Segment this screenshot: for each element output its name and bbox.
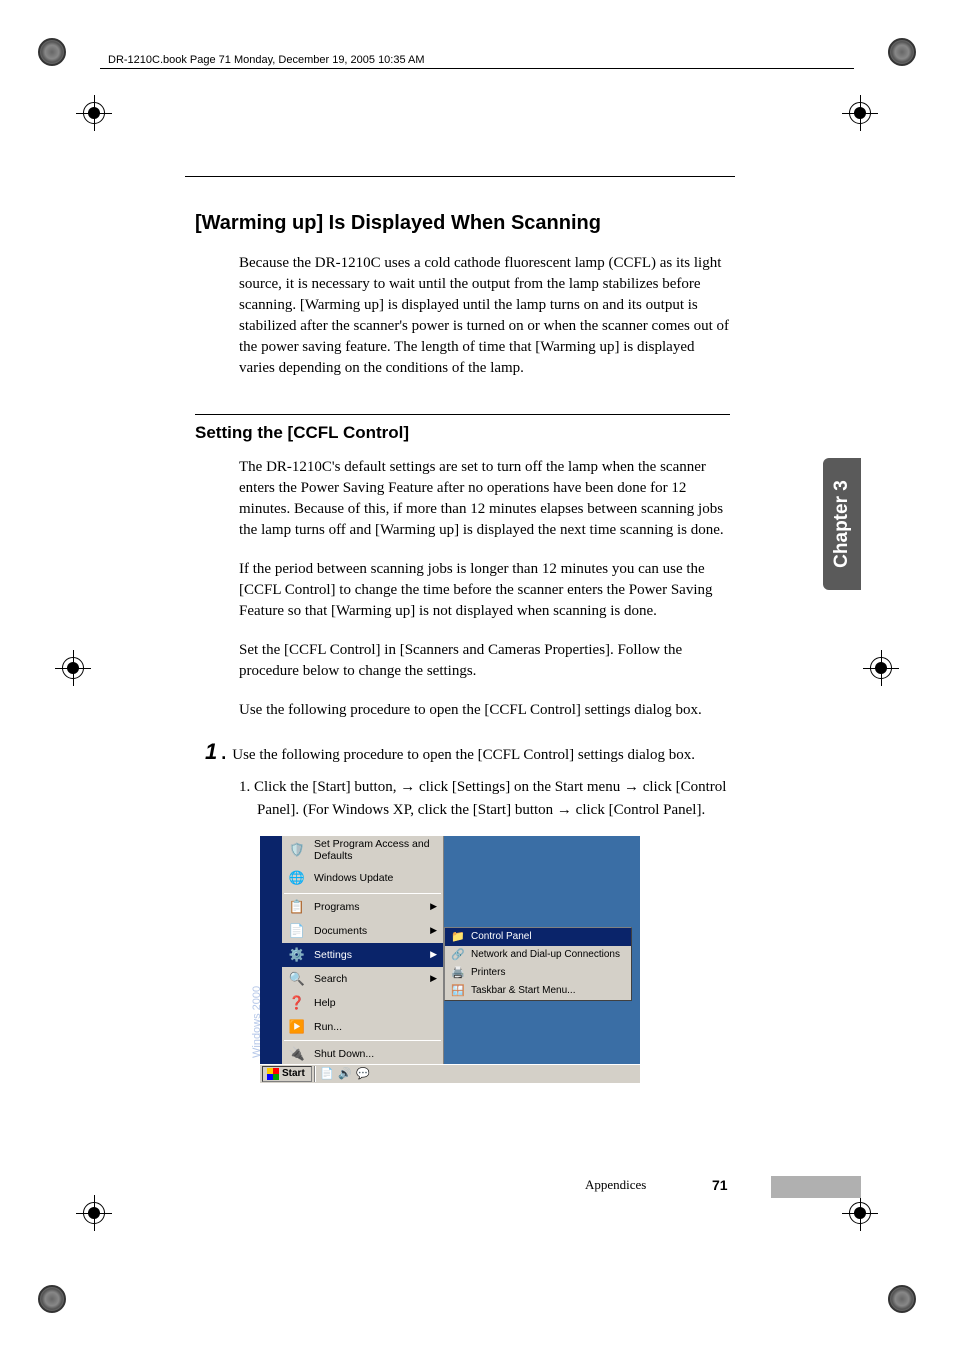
step-dot: . [221, 743, 226, 764]
submenu-item-label: Printers [471, 967, 505, 978]
substep-number: 1. [239, 779, 250, 795]
submenu-item[interactable]: 🔗 Network and Dial-up Connections [445, 946, 631, 964]
section-divider [195, 414, 730, 415]
submenu-item-icon: 🔗 [451, 948, 465, 962]
submenu-item-label: Taskbar & Start Menu... [471, 985, 576, 996]
crop-corner-tl [38, 38, 66, 66]
register-mark-bottom-left [76, 1195, 112, 1231]
section2-p2: If the period between scanning jobs is l… [239, 559, 730, 622]
start-menu-item[interactable]: 🛡️ Set Program Access and Defaults [282, 836, 443, 864]
section-title-ccfl: Setting the [CCFL Control] [195, 423, 730, 443]
menu-item-icon: 🔌 [288, 1045, 306, 1063]
header-divider [100, 68, 854, 69]
tray-icon[interactable]: 💬 [356, 1067, 370, 1081]
register-mark-top-right [842, 95, 878, 131]
submenu-item-icon: 🪟 [451, 984, 465, 998]
submenu-item-icon: 📁 [451, 930, 465, 944]
start-menu-item[interactable]: ▶️ Run... [282, 1015, 443, 1039]
menu-item-icon: ▶️ [288, 1018, 306, 1036]
arrow-icon: → [624, 778, 639, 795]
crop-corner-tr [888, 38, 916, 66]
menu-item-icon: 🌐 [288, 869, 306, 887]
menu-item-icon: ⚙️ [288, 946, 306, 964]
start-menu-item[interactable]: 🌐 Windows Update [282, 864, 443, 892]
menu-item-label: Search [314, 973, 430, 985]
crop-corner-br [888, 1285, 916, 1313]
substep-text-d: click [Control Panel]. [572, 802, 705, 818]
taskbar-separator [314, 1066, 316, 1082]
step-number: 1 [205, 739, 217, 765]
footer-gray-bar [771, 1176, 861, 1198]
menu-item-label: Documents [314, 925, 430, 937]
submenu-item[interactable]: 📁 Control Panel [445, 928, 631, 946]
section1-body: Because the DR-1210C uses a cold cathode… [239, 253, 730, 379]
section2-p3: Set the [CCFL Control] in [Scanners and … [239, 640, 730, 682]
menu-item-label: Help [314, 997, 437, 1009]
sidebar-text-windows: Windows 2000 [251, 982, 263, 1057]
submenu-item-label: Network and Dial-up Connections [471, 949, 620, 960]
section-title-warming-up: [Warming up] Is Displayed When Scanning [195, 212, 730, 235]
submenu-arrow-icon: ▶ [430, 949, 437, 960]
page-number: 71 [712, 1177, 728, 1193]
running-head: DR-1210C.book Page 71 Monday, December 1… [108, 54, 425, 66]
register-mark-bottom-right [842, 1195, 878, 1231]
sidebar-text-professional: Professional [251, 916, 263, 982]
start-menu-item[interactable]: 📋 Programs▶ [282, 895, 443, 919]
start-menu-item[interactable]: 🔍 Search▶ [282, 967, 443, 991]
submenu-item[interactable]: 🪟 Taskbar & Start Menu... [445, 982, 631, 1000]
step-text: Use the following procedure to open the … [232, 745, 695, 766]
menu-item-icon: 📋 [288, 898, 306, 916]
crop-corner-bl [38, 1285, 66, 1313]
taskbar: Start 📄 🔊 💬 [260, 1064, 640, 1083]
start-button-label: Start [282, 1068, 305, 1079]
menu-item-label: Programs [314, 901, 430, 913]
arrow-icon: → [557, 801, 572, 818]
chapter-tab-label: Chapter 3 [831, 480, 853, 568]
section2-p4: Use the following procedure to open the … [239, 700, 730, 721]
menu-item-icon: 📄 [288, 922, 306, 940]
start-menu-sidebar: Windows 2000 Professional [260, 836, 282, 1064]
menu-item-label: Shut Down... [314, 1048, 437, 1060]
section2-p1: The DR-1210C's default settings are set … [239, 457, 730, 541]
windows-flag-icon [267, 1068, 279, 1080]
content-frame: [Warming up] Is Displayed When Scanning … [185, 176, 735, 1083]
tray-icon[interactable]: 📄 [320, 1067, 334, 1081]
start-menu-screenshot: Windows 2000 Professional 🛡️ Set Program … [260, 836, 640, 1083]
menu-item-icon: 🛡️ [288, 841, 306, 859]
register-mark-right [863, 650, 899, 686]
menu-item-label: Set Program Access and Defaults [314, 838, 437, 862]
start-menu-divider [284, 1040, 441, 1041]
substep-1: 1. Click the [Start] button, → click [Se… [239, 776, 730, 822]
step-1: 1 . Use the following procedure to open … [205, 739, 730, 766]
taskbar-tray: 📄 🔊 💬 [318, 1067, 372, 1081]
start-menu-divider [284, 893, 441, 894]
substep-text-a: Click the [Start] button, [254, 779, 400, 795]
menu-item-label: Windows Update [314, 872, 437, 884]
register-mark-top-left [76, 95, 112, 131]
menu-item-label: Run... [314, 1021, 437, 1033]
start-menu-item[interactable]: ❓ Help [282, 991, 443, 1015]
start-menu-main: 🛡️ Set Program Access and Defaults 🌐 Window… [282, 836, 444, 1064]
submenu-item-label: Control Panel [471, 931, 532, 942]
submenu-arrow-icon: ▶ [430, 973, 437, 984]
submenu-arrow-icon: ▶ [430, 925, 437, 936]
tray-icon[interactable]: 🔊 [338, 1067, 352, 1081]
submenu-arrow-icon: ▶ [430, 901, 437, 912]
footer-label: Appendices [585, 1177, 646, 1193]
menu-item-icon: ❓ [288, 994, 306, 1012]
chapter-tab: Chapter 3 [823, 458, 861, 590]
substep-text-b: click [Settings] on the Start menu [415, 779, 624, 795]
arrow-icon: → [400, 778, 415, 795]
submenu-item-icon: 🖨️ [451, 966, 465, 980]
menu-item-icon: 🔍 [288, 970, 306, 988]
start-menu-item[interactable]: 📄 Documents▶ [282, 919, 443, 943]
menu-item-label: Settings [314, 949, 430, 961]
start-menu-sidebar-text: Windows 2000 Professional [251, 916, 263, 1057]
start-menu-item[interactable]: 🔌 Shut Down... [282, 1042, 443, 1066]
start-menu-item[interactable]: ⚙️ Settings▶ [282, 943, 443, 967]
 [55, 650, 91, 686]
start-button[interactable]: Start [262, 1066, 312, 1082]
start-menu-submenu: 📁 Control Panel 🔗 Network and Dial-up Conne… [444, 927, 632, 1001]
submenu-item[interactable]: 🖨️ Printers [445, 964, 631, 982]
